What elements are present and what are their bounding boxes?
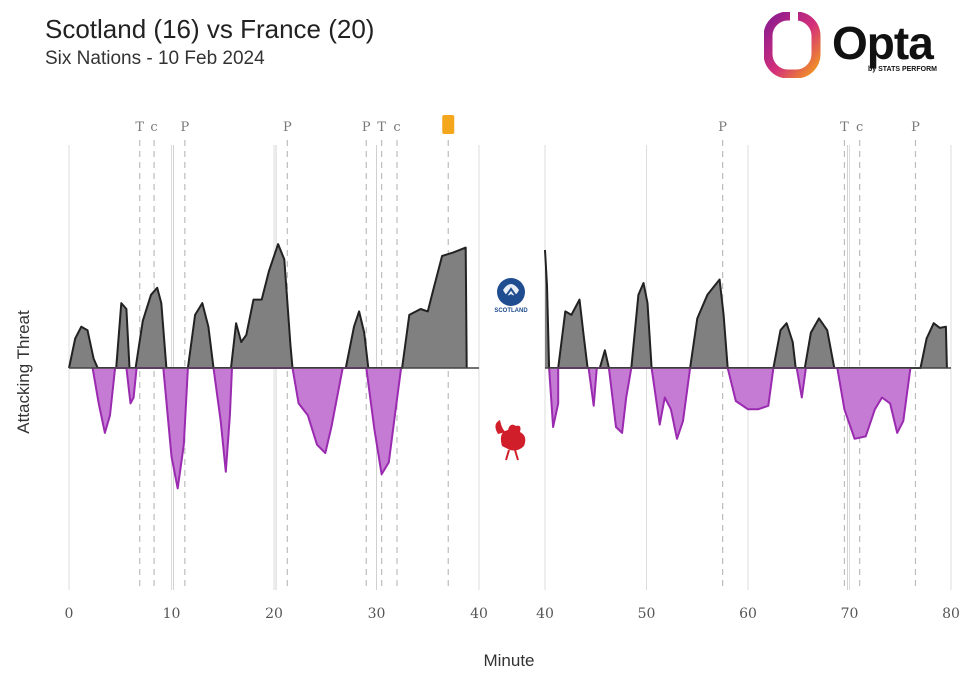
x-tick-label: 50	[638, 606, 656, 622]
event-label: c	[150, 120, 157, 135]
logo-byline: by STATS PERFORM	[868, 66, 937, 73]
x-tick-label: 70	[841, 606, 859, 622]
threat-area	[549, 368, 911, 439]
opta-logo: Opta by STATS PERFORM	[763, 11, 964, 82]
logo-wordmark: Opta	[832, 17, 934, 69]
scotland-badge-label: SCOTLAND	[494, 308, 528, 314]
event-label: P	[362, 120, 371, 135]
yellow-card-icon	[442, 115, 455, 134]
scotland-crest-icon: SCOTLAND	[494, 278, 528, 314]
x-tick-label: 20	[265, 606, 283, 622]
threat-line	[91, 367, 403, 490]
opta-ring-icon	[763, 11, 821, 79]
x-tick-label: 60	[739, 606, 757, 622]
event-label: T	[377, 120, 386, 135]
x-tick-label: 40	[470, 606, 488, 622]
x-tick-label: 10	[163, 606, 181, 622]
event-label: T	[135, 120, 144, 135]
x-ticks: 0 10 20 30 40 40 50 60 70 80	[65, 606, 960, 622]
threat-area	[545, 250, 947, 368]
event-label: P	[180, 120, 189, 135]
y-axis-label: Attacking Threat	[14, 310, 33, 434]
x-tick-label: 40	[536, 606, 554, 622]
chart-subtitle: Six Nations - 10 Feb 2024	[45, 48, 265, 69]
event-label: P	[718, 120, 727, 135]
chart-title: Scotland (16) vs France (20)	[45, 14, 375, 44]
threat-area	[92, 368, 402, 489]
threat-line	[544, 249, 948, 369]
x-tick-label: 30	[368, 606, 386, 622]
rooster-icon	[495, 420, 526, 461]
event-label: c	[393, 120, 400, 135]
threat-area	[69, 244, 467, 368]
event-label: c	[856, 120, 863, 135]
event-label: P	[911, 120, 920, 135]
threat-line	[68, 243, 468, 369]
event-label: P	[283, 120, 292, 135]
event-label: T	[840, 120, 849, 135]
x-tick-label: 80	[942, 606, 960, 622]
x-axis-label: Minute	[483, 651, 534, 670]
x-tick-label: 0	[65, 606, 74, 622]
